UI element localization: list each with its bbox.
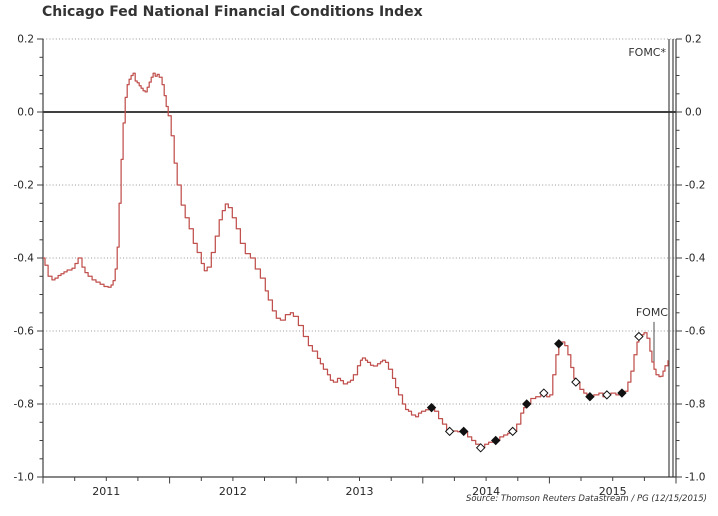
fomc-marker-filled (522, 399, 532, 409)
fomc-marker-filled (458, 426, 469, 437)
y-tick-label-right: -0.4 (685, 253, 706, 265)
y-tick-label-left: -0.6 (14, 326, 35, 338)
y-tick-label-right: -0.8 (685, 399, 706, 411)
fomc-meeting-label: FOMC (635, 306, 668, 319)
x-year-label: 2013 (346, 485, 374, 498)
y-tick-label-left: -0.8 (14, 399, 35, 411)
fomc-marker-hollow (634, 331, 644, 342)
fomc-marker-hollow (571, 377, 581, 387)
source-note: Source: Thomson Reuters Datastream / PG … (465, 494, 707, 504)
y-tick-label-left: -1.0 (14, 472, 35, 484)
fomc-marker-hollow (475, 443, 486, 453)
y-tick-label-left: 0.0 (17, 107, 34, 119)
y-tick-label-left: -0.4 (14, 253, 35, 265)
fomc-marker-filled (617, 388, 627, 398)
y-tick-label-right: -0.2 (685, 180, 706, 192)
fomc-marker-filled (426, 402, 437, 413)
y-tick-label-left: -0.2 (14, 180, 35, 192)
y-tick-label-right: 0.0 (685, 107, 702, 119)
chart-title: Chicago Fed National Financial Condition… (42, 4, 423, 20)
y-tick-label-left: 0.2 (17, 34, 34, 46)
fomc-marker-hollow (602, 390, 612, 400)
y-tick-label-right: -1.0 (685, 472, 706, 484)
fomc-marker-filled (491, 435, 501, 446)
x-year-label: 2014 (472, 485, 500, 498)
x-year-label: 2012 (219, 485, 247, 498)
fomc-marker-hollow (444, 426, 455, 437)
y-tick-label-right: -0.6 (685, 326, 706, 338)
x-year-label: 2015 (599, 485, 627, 498)
fomc-marker-filled (554, 339, 564, 349)
fomc-marker-filled (585, 391, 595, 402)
x-year-label: 2011 (92, 485, 120, 498)
nfci-line (43, 72, 669, 449)
y-tick-label-right: 0.2 (685, 34, 702, 46)
fomc-marker-hollow (507, 426, 518, 437)
fomc-marker-hollow (539, 388, 549, 398)
fomc-upcoming-label: FOMC* (628, 46, 666, 59)
